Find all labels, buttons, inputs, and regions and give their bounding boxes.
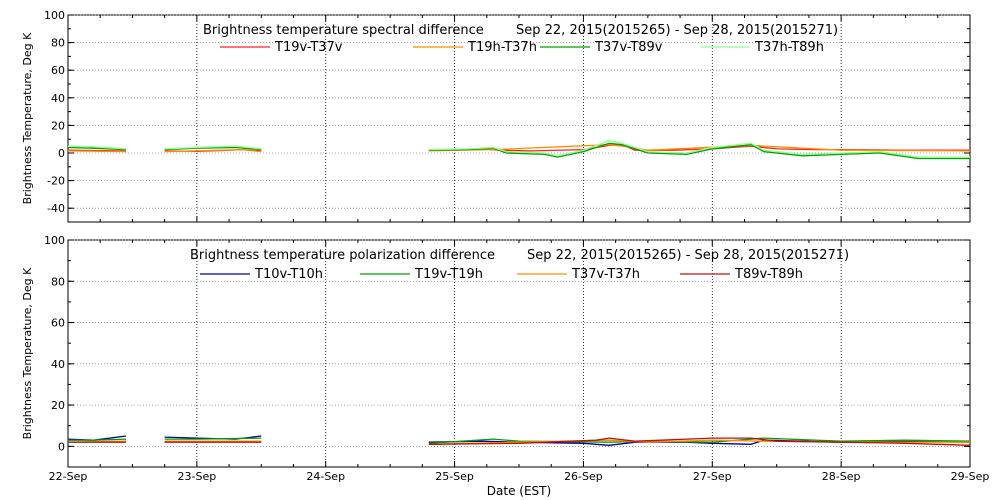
x-tick-label: 26-Sep bbox=[564, 470, 603, 483]
legend-label: T89v-T89h bbox=[734, 267, 803, 282]
y-tick-label: 20 bbox=[51, 119, 65, 132]
series-line bbox=[164, 437, 262, 440]
x-tick-label: 28-Sep bbox=[822, 470, 861, 483]
y-tick-label: 60 bbox=[51, 64, 65, 77]
y-tick-label: 20 bbox=[51, 399, 65, 412]
y-tick-label: -20 bbox=[47, 175, 65, 188]
legend-label: T19v-T19h bbox=[414, 267, 483, 282]
x-tick-label: 22-Sep bbox=[49, 470, 88, 483]
series-line bbox=[67, 145, 127, 150]
legend-label: T37v-T89v bbox=[594, 40, 663, 55]
x-axis-label: Date (EST) bbox=[487, 484, 551, 498]
series-line bbox=[67, 150, 127, 153]
legend-label: T10v-T10h bbox=[254, 267, 323, 282]
y-axis-label: Brightness Temperature, Deg K bbox=[21, 267, 34, 439]
series-line bbox=[67, 146, 127, 151]
y-tick-label: 40 bbox=[51, 358, 65, 371]
series-line bbox=[68, 438, 127, 441]
legend-label: T19v-T37v bbox=[274, 40, 343, 55]
x-tick-label: 25-Sep bbox=[435, 470, 474, 483]
x-tick-label: 23-Sep bbox=[178, 470, 217, 483]
x-tick-label: 24-Sep bbox=[306, 470, 345, 483]
chart-title: Brightness temperature polarization diff… bbox=[190, 248, 495, 263]
legend-label: T37h-T89h bbox=[754, 40, 824, 55]
panel-spectral-difference: -40 -20 0 20 40 60 80 100 Brightness temperature… bbox=[21, 9, 971, 223]
y-tick-label: 0 bbox=[58, 147, 65, 160]
y-axis-label: Brightness Temperature, Deg K bbox=[21, 32, 34, 204]
chart-subtitle: Sep 22, 2015(2015265) - Sep 28, 2015(201… bbox=[527, 248, 849, 263]
y-tick-label: 100 bbox=[44, 234, 65, 247]
y-tick-label: -40 bbox=[47, 202, 65, 215]
series-line bbox=[428, 139, 970, 158]
x-tick-label: 29-Sep bbox=[951, 470, 990, 483]
y-tick-label: 60 bbox=[51, 317, 65, 330]
y-tick-label: 100 bbox=[44, 9, 65, 22]
panel-polarization-difference: 0 20 40 60 80 100 Brightness temperature polar… bbox=[21, 234, 989, 498]
y-tick-label: 40 bbox=[51, 92, 65, 105]
chart-title: Brightness temperature spectral differen… bbox=[203, 23, 484, 38]
chart-subtitle: Sep 22, 2015(2015265) - Sep 28, 2015(201… bbox=[516, 23, 838, 38]
legend-label: T37v-T37h bbox=[571, 267, 640, 282]
series-line bbox=[164, 146, 262, 151]
y-tick-label: 80 bbox=[51, 37, 65, 50]
series-line bbox=[428, 437, 971, 446]
legend-label: T19h-T37h bbox=[467, 40, 537, 55]
y-tick-label: 80 bbox=[51, 275, 65, 288]
x-tick-label: 27-Sep bbox=[693, 470, 732, 483]
series-line bbox=[428, 144, 971, 152]
series-line bbox=[67, 149, 127, 152]
series-line bbox=[428, 142, 970, 160]
series-line bbox=[164, 145, 262, 150]
y-tick-label: 0 bbox=[58, 440, 65, 453]
series-line bbox=[164, 148, 262, 153]
